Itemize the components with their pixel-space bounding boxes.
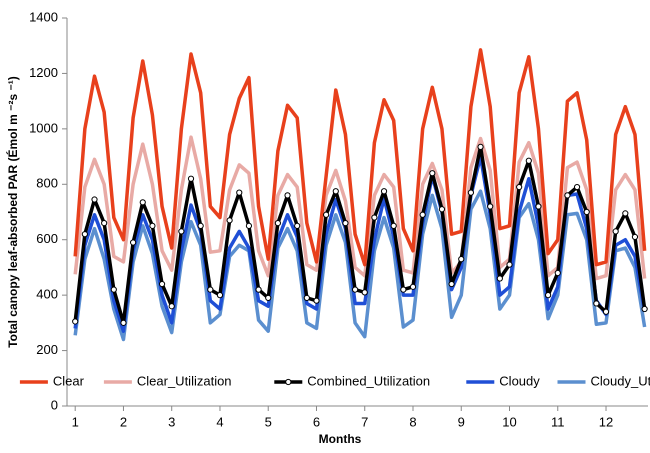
point-marker <box>439 207 444 212</box>
point-marker <box>594 301 599 306</box>
x-tick-label: 4 <box>216 414 223 429</box>
point-marker <box>131 240 136 245</box>
legend-label: Combined_Utilization <box>307 373 430 388</box>
point-marker <box>333 189 338 194</box>
point-marker <box>584 209 589 214</box>
point-marker <box>468 190 473 195</box>
point-marker <box>623 211 628 216</box>
point-marker <box>391 223 396 228</box>
point-marker <box>198 223 203 228</box>
point-marker <box>507 262 512 267</box>
point-marker <box>169 304 174 309</box>
x-tick-label: 10 <box>502 414 516 429</box>
point-marker <box>381 189 386 194</box>
point-marker <box>73 319 78 324</box>
x-tick-label: 3 <box>168 414 175 429</box>
point-marker <box>324 212 329 217</box>
x-tick-label: 5 <box>265 414 272 429</box>
point-marker <box>526 158 531 163</box>
point-marker <box>565 193 570 198</box>
y-axis-title: Total canopy leaf-absorbed PAR (Émol m ⁻… <box>5 76 20 348</box>
point-marker <box>266 295 271 300</box>
x-tick-label: 1 <box>72 414 79 429</box>
point-marker <box>517 184 522 189</box>
point-marker <box>642 306 647 311</box>
point-marker <box>285 193 290 198</box>
point-marker <box>314 298 319 303</box>
point-marker <box>603 309 608 314</box>
point-marker <box>140 200 145 205</box>
point-marker <box>488 204 493 209</box>
y-tick-label: 200 <box>36 342 58 357</box>
point-marker <box>179 229 184 234</box>
point-marker <box>574 184 579 189</box>
point-marker <box>497 276 502 281</box>
point-marker <box>237 190 242 195</box>
point-marker <box>449 281 454 286</box>
x-tick-label: 12 <box>599 414 613 429</box>
legend-label: Clear <box>53 373 85 388</box>
legend-label: Clear_Utilization <box>137 373 232 388</box>
point-marker <box>304 295 309 300</box>
y-tick-label: 600 <box>36 231 58 246</box>
x-tick-label: 2 <box>120 414 127 429</box>
point-marker <box>82 232 87 237</box>
x-tick-label: 6 <box>313 414 320 429</box>
point-marker <box>401 287 406 292</box>
point-marker <box>546 293 551 298</box>
point-marker <box>188 176 193 181</box>
legend-marker <box>286 379 291 384</box>
point-marker <box>111 287 116 292</box>
legend-label: Cloudy <box>499 373 540 388</box>
point-marker <box>217 293 222 298</box>
point-marker <box>150 223 155 228</box>
y-tick-label: 1400 <box>29 9 58 24</box>
point-marker <box>478 144 483 149</box>
point-marker <box>343 220 348 225</box>
point-marker <box>159 281 164 286</box>
point-marker <box>632 234 637 239</box>
x-axis-title: Months <box>319 432 362 446</box>
legend-label: Cloudy_Utilization <box>591 373 650 388</box>
point-marker <box>372 215 377 220</box>
point-marker <box>352 287 357 292</box>
point-marker <box>536 204 541 209</box>
y-tick-label: 1200 <box>29 65 58 80</box>
x-tick-label: 9 <box>458 414 465 429</box>
point-marker <box>208 287 213 292</box>
point-marker <box>121 320 126 325</box>
point-marker <box>246 223 251 228</box>
point-marker <box>420 212 425 217</box>
point-marker <box>92 197 97 202</box>
point-marker <box>102 220 107 225</box>
x-tick-label: 8 <box>409 414 416 429</box>
point-marker <box>275 220 280 225</box>
point-marker <box>410 284 415 289</box>
x-tick-label: 7 <box>361 414 368 429</box>
y-tick-label: 400 <box>36 287 58 302</box>
point-marker <box>256 287 261 292</box>
y-tick-label: 1000 <box>29 120 58 135</box>
point-marker <box>430 171 435 176</box>
point-marker <box>362 290 367 295</box>
point-marker <box>459 257 464 262</box>
y-tick-label: 800 <box>36 176 58 191</box>
point-marker <box>613 229 618 234</box>
x-tick-label: 11 <box>551 414 565 429</box>
point-marker <box>295 223 300 228</box>
point-marker <box>227 218 232 223</box>
point-marker <box>555 270 560 275</box>
y-tick-label: 0 <box>51 397 58 412</box>
